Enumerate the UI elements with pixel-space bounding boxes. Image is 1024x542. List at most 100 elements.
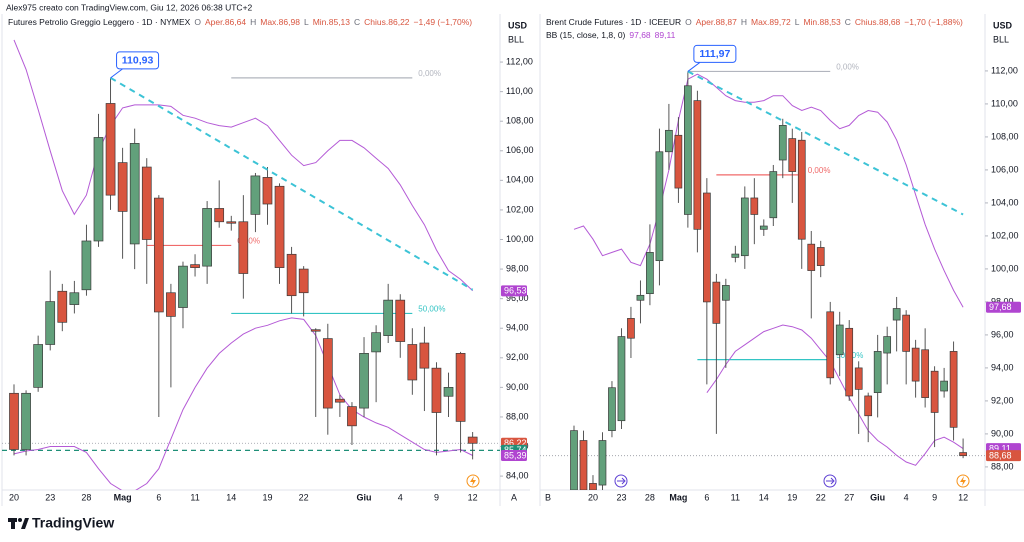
level-label: 0,00% <box>418 69 441 78</box>
candle-body <box>902 314 911 352</box>
callout-pointer <box>687 62 701 72</box>
candle-body <box>750 197 759 215</box>
candle-body <box>617 336 626 422</box>
candle-body <box>807 243 816 271</box>
price-tag <box>986 450 1021 462</box>
x-tick-label: 14 <box>759 492 769 502</box>
y-tick-label: 102,00 <box>506 204 534 214</box>
y-tick-label: 106,00 <box>506 145 534 155</box>
candle-body <box>129 143 140 245</box>
candle-body <box>940 380 948 392</box>
ohlc-key: C <box>354 17 361 27</box>
candle-body <box>262 177 273 205</box>
attribution: Alex975 creato con TradingView.com, Giu … <box>6 2 253 12</box>
x-tick-label: Giu <box>870 492 885 502</box>
x-tick-label: Mag <box>669 492 687 502</box>
candle-body <box>921 349 929 398</box>
y-tick-label: 108,00 <box>991 131 1019 141</box>
candle-body <box>455 353 466 422</box>
x-tick-label: 14 <box>226 492 236 502</box>
callout-box <box>693 44 737 63</box>
candle-body <box>655 151 664 262</box>
candle-body <box>69 292 80 305</box>
candle-body <box>45 301 56 345</box>
event-icon[interactable] <box>614 474 628 488</box>
axis-button: B <box>545 492 551 502</box>
candle-body <box>873 351 882 394</box>
candle-body <box>930 370 939 413</box>
y-tick-label: 96,00 <box>991 329 1014 339</box>
ohlc-key: L <box>303 17 309 27</box>
x-tick-label: 12 <box>958 492 968 502</box>
y-tick-label: 102,00 <box>991 230 1019 240</box>
ohlc-value: Min.88,53 <box>803 17 841 27</box>
candle-body <box>740 197 749 257</box>
y-tick-label: 84,00 <box>506 470 529 480</box>
ohlc-value: Chius.86,22 <box>364 17 410 27</box>
candle-body <box>845 327 854 397</box>
y-tick-label: 98,00 <box>506 263 529 273</box>
x-tick-label: 4 <box>904 492 909 502</box>
x-tick-label: 28 <box>645 492 655 502</box>
y-tick-label: 104,00 <box>991 197 1019 207</box>
candle-body <box>81 240 92 291</box>
ohlc-key: O <box>685 17 692 27</box>
candle-body <box>322 338 333 409</box>
event-icon[interactable] <box>956 474 970 488</box>
ohlc-value: Min.85,13 <box>312 17 351 27</box>
candle-body <box>419 342 430 369</box>
icon-arrow <box>826 477 835 485</box>
x-tick-label: 22 <box>816 492 826 502</box>
x-tick-label: 23 <box>45 492 55 502</box>
legend-line: Brent Crude Futures · 1D · ICEEUR O Aper.8… <box>546 17 967 27</box>
candle-body <box>864 395 873 417</box>
y-tick-label: 92,00 <box>991 395 1014 405</box>
candle-body <box>286 253 297 297</box>
icon-arrow <box>617 477 626 485</box>
candle-body <box>598 440 607 486</box>
candle-body <box>721 285 730 301</box>
y-tick-label: 90,00 <box>991 428 1014 438</box>
candle-body <box>407 344 418 381</box>
y-tick-label: 100,00 <box>506 234 534 244</box>
ohlc-key: H <box>740 17 747 27</box>
ohlc-value: Chius.88,68 <box>854 17 901 27</box>
band-lower <box>706 324 964 466</box>
ohlc-value: Aper.88,87 <box>695 17 737 27</box>
symbol-title: Brent Crude Futures · 1D · ICEEUR <box>546 17 682 27</box>
event-icon[interactable] <box>466 474 480 488</box>
y-tick-label: 112,00 <box>991 65 1018 75</box>
legend-header: Futures Petrolio Greggio Leggero · 1D · … <box>8 17 476 27</box>
logo-bar <box>11 518 15 529</box>
candle-body <box>769 171 778 219</box>
brand: TradingView <box>32 515 114 531</box>
indicator-line: BB (15, close, 1,8, 0) 97,68 89,11 <box>546 30 967 40</box>
x-tick-label: 6 <box>704 492 709 502</box>
candle-body <box>371 332 381 353</box>
x-tick-label: 27 <box>844 492 854 502</box>
candle-body <box>395 299 406 342</box>
candle-body <box>788 138 797 172</box>
logo-slash <box>21 518 29 529</box>
candle-body <box>797 139 806 240</box>
x-tick-label: 11 <box>190 492 199 502</box>
brand-logo <box>8 518 29 529</box>
candle-body <box>153 197 164 313</box>
candle-body <box>759 225 768 230</box>
unit: BLL <box>508 34 524 44</box>
indicator-value: 97,68 <box>629 30 651 40</box>
candle-body <box>608 387 616 431</box>
candle-body <box>226 221 237 224</box>
event-icon[interactable] <box>823 474 837 488</box>
indicator-value: 89,11 <box>654 30 676 40</box>
level-label: 0,00% <box>808 166 831 175</box>
candle-body <box>274 185 285 268</box>
candle-body <box>636 294 645 301</box>
x-tick-label: 20 <box>588 492 598 502</box>
candle-body <box>166 292 176 317</box>
candle-body <box>443 387 454 397</box>
axis-button: A <box>511 492 517 502</box>
y-tick-label: 92,00 <box>506 352 529 362</box>
candle-body <box>883 336 892 354</box>
candle-body <box>579 440 588 490</box>
